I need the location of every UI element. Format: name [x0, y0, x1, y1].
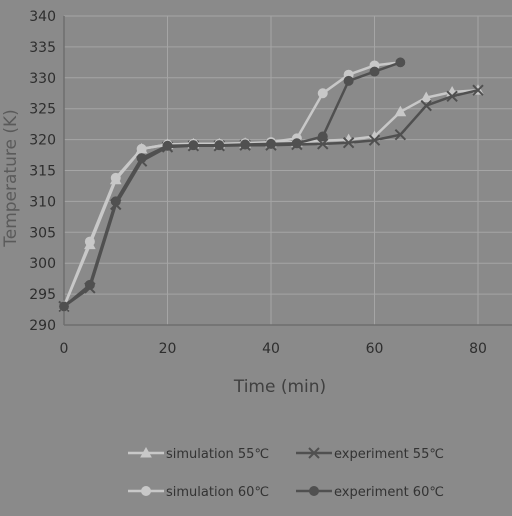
data-point [188, 140, 199, 151]
legend-item: simulation 55℃ [128, 446, 269, 462]
data-point [110, 196, 121, 207]
data-point [395, 57, 406, 68]
legend-item: experiment 60℃ [296, 485, 444, 500]
series-3 [59, 57, 406, 312]
data-point [420, 91, 433, 103]
y-tick-label: 290 [29, 318, 56, 334]
data-point [162, 140, 173, 151]
data-point [369, 66, 380, 77]
legend-label: simulation 60℃ [166, 485, 269, 500]
data-point [291, 138, 302, 149]
axes [63, 16, 512, 326]
data-point [368, 134, 381, 146]
y-tick-label: 300 [29, 256, 56, 272]
data-point [266, 138, 276, 149]
x-tick-label: 20 [159, 341, 177, 357]
legend-marker [141, 486, 151, 496]
x-tick-label: 40 [262, 341, 280, 357]
y-tick-label: 330 [29, 71, 56, 87]
data-point [446, 90, 458, 103]
y-tick-label: 305 [29, 225, 56, 241]
data-point [420, 99, 432, 112]
data-point [472, 84, 484, 96]
data-point [136, 143, 147, 154]
data-point [317, 88, 328, 99]
y-tick-label: 340 [29, 9, 56, 25]
legend-label: experiment 55℃ [334, 447, 444, 462]
data-point [110, 172, 121, 183]
data-point [214, 140, 225, 151]
data-point [342, 136, 355, 149]
tick-labels: 290 295 300 305 310 315 320 325 330 335 340 0 20 40 60… [29, 9, 487, 357]
y-tick-label: 315 [29, 164, 56, 180]
y-tick-label: 335 [29, 40, 56, 56]
y-tick-label: 310 [29, 194, 56, 210]
data-point [240, 139, 251, 150]
legend-marker [140, 446, 152, 458]
x-axis-label: Time (min) [233, 377, 326, 397]
legend-item: experiment 55℃ [296, 447, 444, 462]
data-point [84, 236, 95, 247]
y-tick-label: 295 [29, 287, 56, 303]
series-line [63, 61, 401, 308]
data-point [136, 153, 147, 164]
y-tick-label: 320 [29, 133, 56, 149]
data-point [59, 301, 69, 312]
legend-item: simulation 60℃ [128, 485, 269, 500]
x-tick-label: 0 [60, 341, 69, 357]
data-point [343, 75, 354, 86]
data-point [394, 128, 407, 141]
y-tick-label: 325 [29, 102, 56, 118]
x-tick-label: 80 [469, 341, 487, 357]
data-point [394, 105, 407, 117]
data-point [84, 279, 95, 290]
data-point [317, 131, 328, 142]
legend-label: simulation 55℃ [166, 447, 269, 462]
legend: simulation 55℃ experiment 55℃ simulation 6… [128, 446, 444, 500]
y-axis-label: Temperature (K) [1, 109, 21, 248]
x-tick-label: 60 [366, 341, 384, 357]
gridlines [63, 15, 512, 326]
data-point [317, 138, 329, 150]
series [58, 57, 484, 313]
legend-label: experiment 60℃ [334, 485, 444, 500]
legend-marker [308, 447, 320, 459]
legend-marker [309, 486, 319, 496]
